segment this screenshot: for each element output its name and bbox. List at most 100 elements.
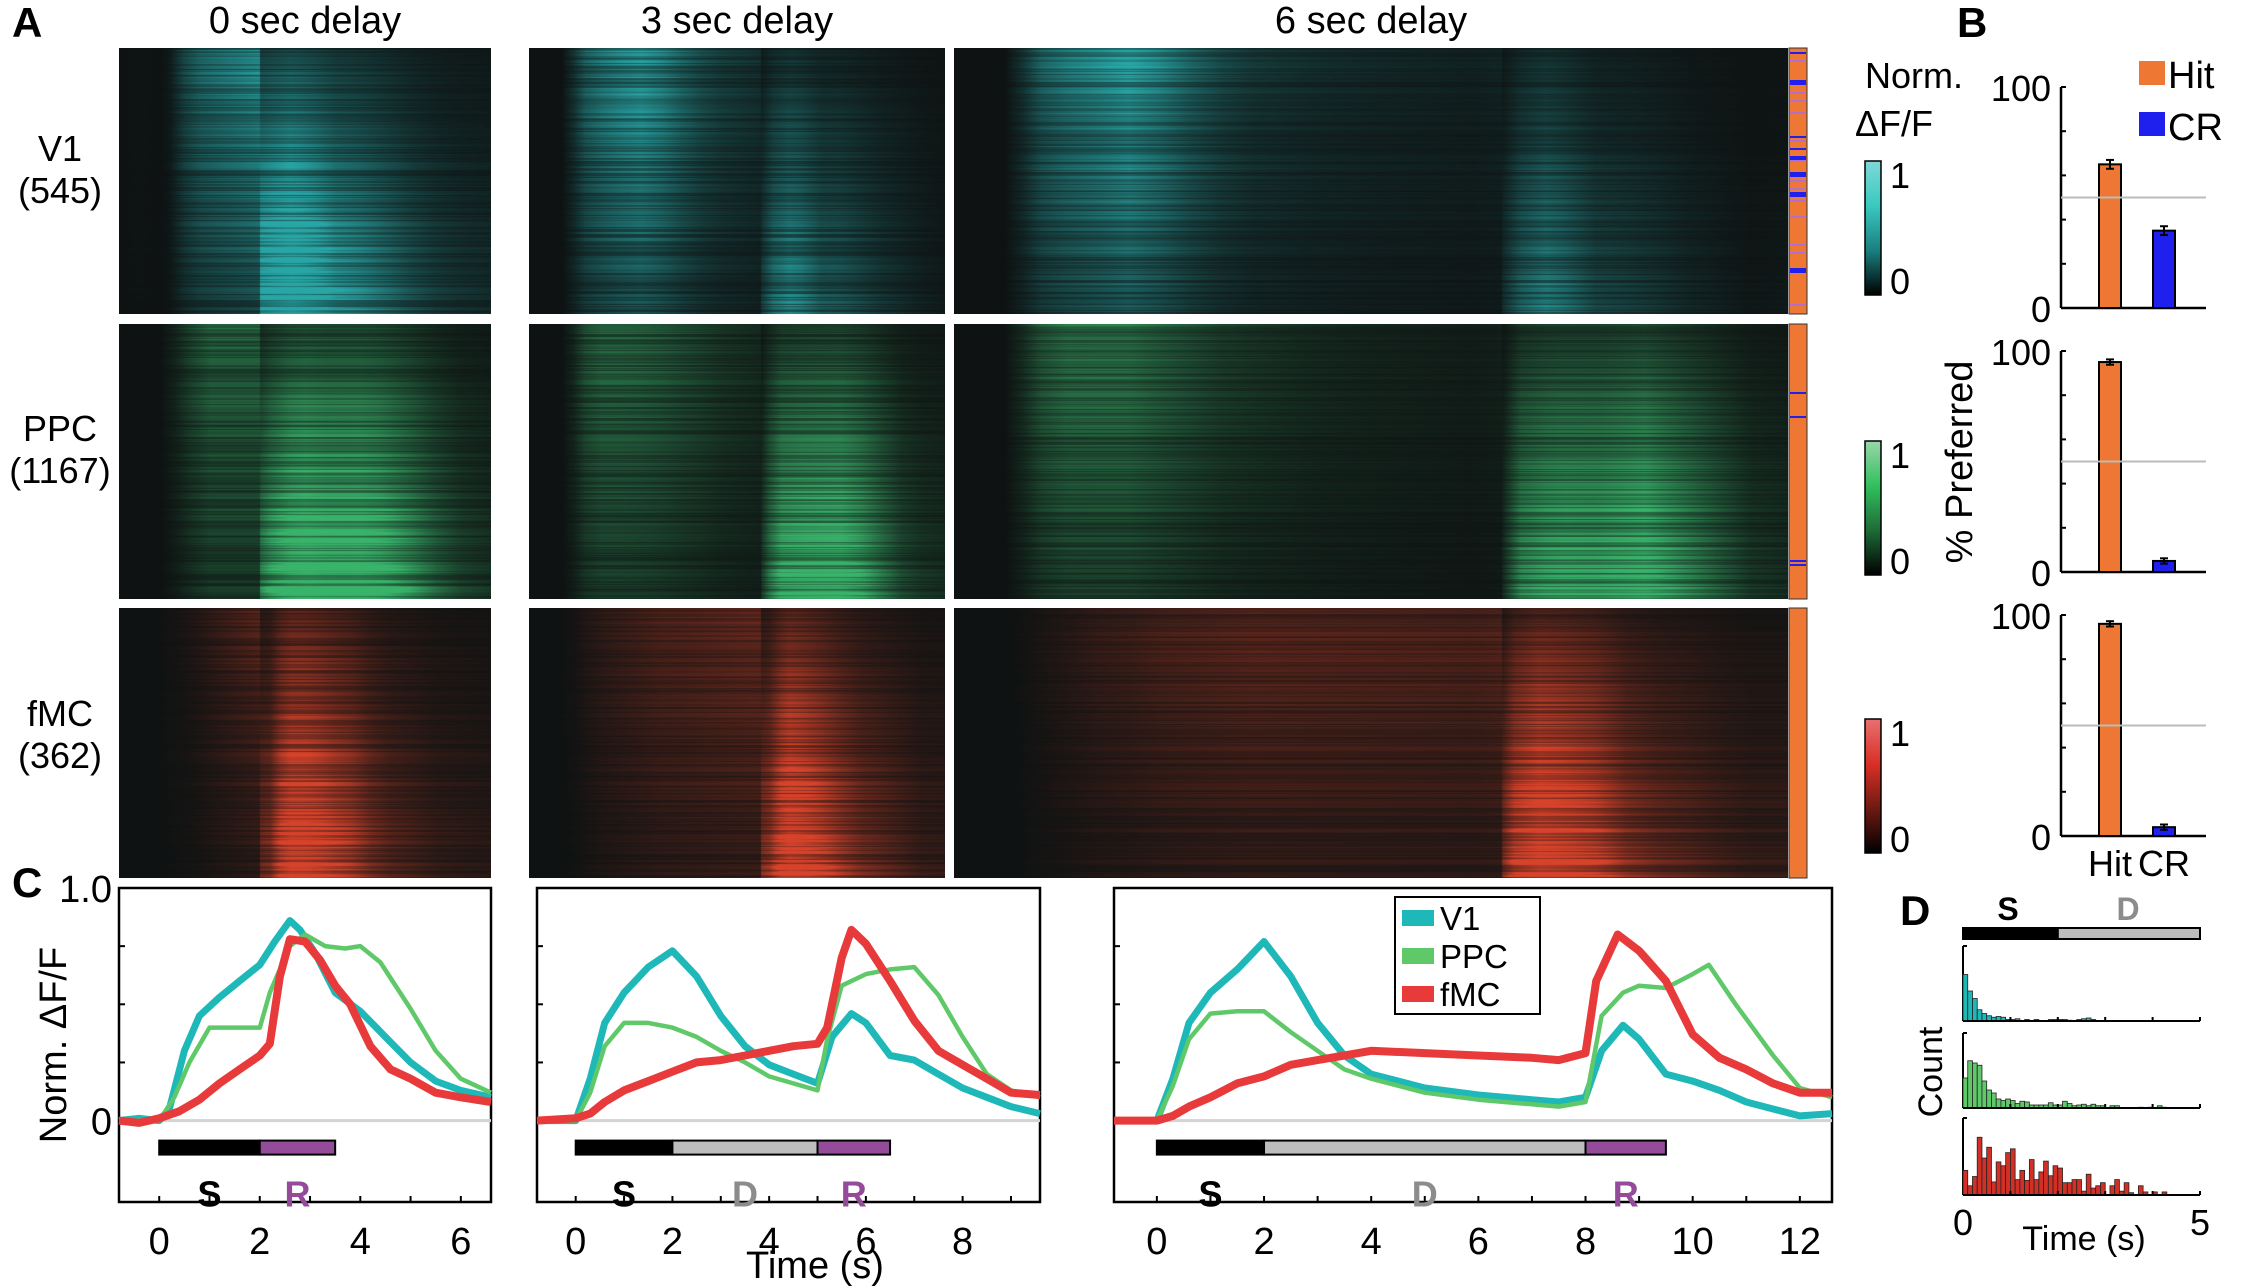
preference-strip-v1	[1788, 47, 1808, 315]
colorbar-ppc	[1864, 440, 1882, 576]
plot-frame	[1112, 886, 1834, 1204]
histogram-bin	[1972, 1062, 1978, 1109]
histogram-bin	[2128, 1192, 2135, 1196]
row-label-count: (1167)	[9, 450, 111, 492]
legend-swatch-hit	[2139, 61, 2165, 85]
preference-strip-cr-cell	[1790, 188, 1806, 190]
histogram-bin	[1986, 1089, 1992, 1109]
histogram-bin	[1976, 1136, 1983, 1196]
series-line-ppc	[537, 964, 1041, 1123]
histogram-bin	[2000, 1165, 2007, 1196]
legend-label-cr: CR	[2168, 107, 2223, 149]
legend-label-hit: Hit	[2168, 55, 2215, 97]
histogram-bin	[1986, 1015, 1992, 1022]
preference-strip-background	[1788, 323, 1808, 600]
colorbar-max-label: 1	[1890, 435, 1911, 476]
row-label-region: fMC	[27, 693, 93, 734]
epoch-bar-d	[671, 1139, 819, 1156]
histogram-bin	[1995, 1016, 2002, 1022]
histogram-bin	[1976, 1064, 1983, 1109]
row-label-count: (545)	[17, 170, 103, 212]
bar-chart-fmc: 100 0 Hit CR	[1991, 596, 2206, 884]
preference-strip-cr-cell	[1790, 148, 1806, 150]
heatmap-v1-0s	[119, 48, 491, 314]
histogram-bin	[2062, 1182, 2068, 1196]
epoch-label-r: R	[284, 1174, 310, 1215]
row-label-v1: V1 (545)	[0, 128, 120, 213]
histogram-bin	[2114, 1179, 2120, 1196]
histogram-bin	[2156, 1105, 2163, 1109]
bar-cr	[2152, 826, 2176, 837]
histogram-bin	[2028, 1104, 2035, 1109]
histogram-bin	[2109, 1105, 2116, 1109]
heatmap-fmc-0s	[119, 608, 491, 878]
histogram-bin	[2000, 1016, 2007, 1022]
heatmap-v1-6s	[954, 48, 1788, 314]
panel-label-b: B	[1957, 0, 1988, 46]
x-tick-label: 4	[759, 1221, 780, 1263]
epoch-label-r: R	[1613, 1174, 1639, 1215]
plot-frame	[535, 886, 1042, 1204]
histogram-bin	[2014, 1018, 2021, 1022]
epoch-label-d: D	[1412, 1174, 1438, 1215]
histogram-bin	[2076, 1019, 2082, 1022]
epoch-bar-r	[1584, 1139, 1667, 1156]
epoch-label-s: S	[612, 1174, 636, 1215]
histogram-bin	[1991, 1181, 1997, 1196]
colorbar-gradient	[1864, 718, 1882, 854]
epoch-label-d: D	[732, 1174, 758, 1215]
x-tick-label: 4	[350, 1221, 371, 1263]
colorbar-v1	[1864, 160, 1882, 296]
histogram-bin	[1962, 1169, 1969, 1196]
y-tick-label: 100	[1991, 332, 2051, 373]
column-title-3s: 3 sec delay	[640, 0, 834, 42]
x-tick-label: 0	[1146, 1221, 1167, 1263]
preference-strip-background	[1788, 607, 1808, 879]
histogram-bin	[2090, 1103, 2097, 1109]
histogram-bin	[2114, 1105, 2120, 1109]
histogram-bin	[2095, 1185, 2101, 1196]
histogram-bin	[1972, 998, 1978, 1022]
colorbar-min-label: 0	[1890, 819, 1911, 860]
y-tick-label: 0	[2031, 289, 2051, 330]
preference-strip-cr-cell	[1790, 172, 1806, 177]
line-chart-0: 0 2 4 6 S R	[117, 886, 493, 1263]
preference-strip-cr-cell	[1790, 60, 1806, 62]
x-tick-label: 0	[1953, 1202, 1973, 1243]
histogram-bin	[2024, 1019, 2030, 1022]
row-label-region: V1	[37, 128, 83, 169]
histogram-bin	[2071, 1179, 2078, 1196]
epoch-bar-d	[2056, 927, 2202, 940]
epoch-label-d: D	[2116, 891, 2139, 927]
series-line-v1	[1114, 938, 1833, 1125]
preference-strip-cr-cell	[1790, 156, 1806, 161]
histogram-bin	[2081, 1018, 2087, 1022]
epoch-label-s: S	[1997, 891, 2018, 927]
histogram-bin	[2066, 1103, 2073, 1109]
x-tick-label: 0	[149, 1221, 170, 1263]
legend-swatch-v1	[1402, 910, 1434, 926]
heatmap-v1-3s	[529, 48, 945, 314]
heatmap-ppc-6s	[954, 324, 1788, 599]
preference-strip-cr-cell	[1790, 92, 1806, 94]
histogram-bin	[2052, 1019, 2059, 1022]
legend-box	[1394, 896, 1541, 1015]
x-tick-label: 2	[249, 1221, 270, 1263]
preference-strip-cr-cell	[1790, 80, 1806, 85]
preference-strip-cr-cell	[1790, 560, 1806, 562]
histogram-bin	[1981, 1013, 1988, 1022]
histogram-v1	[1962, 945, 2201, 1022]
preference-strip-cr-cell	[1790, 244, 1806, 246]
legend-swatch-fmc	[1402, 986, 1434, 1002]
legend-swatch-ppc	[1402, 948, 1434, 964]
histogram-bin	[2005, 1019, 2011, 1022]
histogram-bin	[2085, 1173, 2092, 1196]
epoch-label-r: R	[841, 1174, 867, 1215]
series-line-fmc	[118, 935, 492, 1127]
histogram-bin	[2062, 1100, 2068, 1109]
histogram-bin	[2033, 1179, 2040, 1196]
histogram-bin	[2081, 1190, 2087, 1196]
histogram-bin	[2066, 1182, 2073, 1196]
x-tick-label: 8	[1575, 1221, 1596, 1263]
histogram-bin	[2033, 1104, 2040, 1109]
